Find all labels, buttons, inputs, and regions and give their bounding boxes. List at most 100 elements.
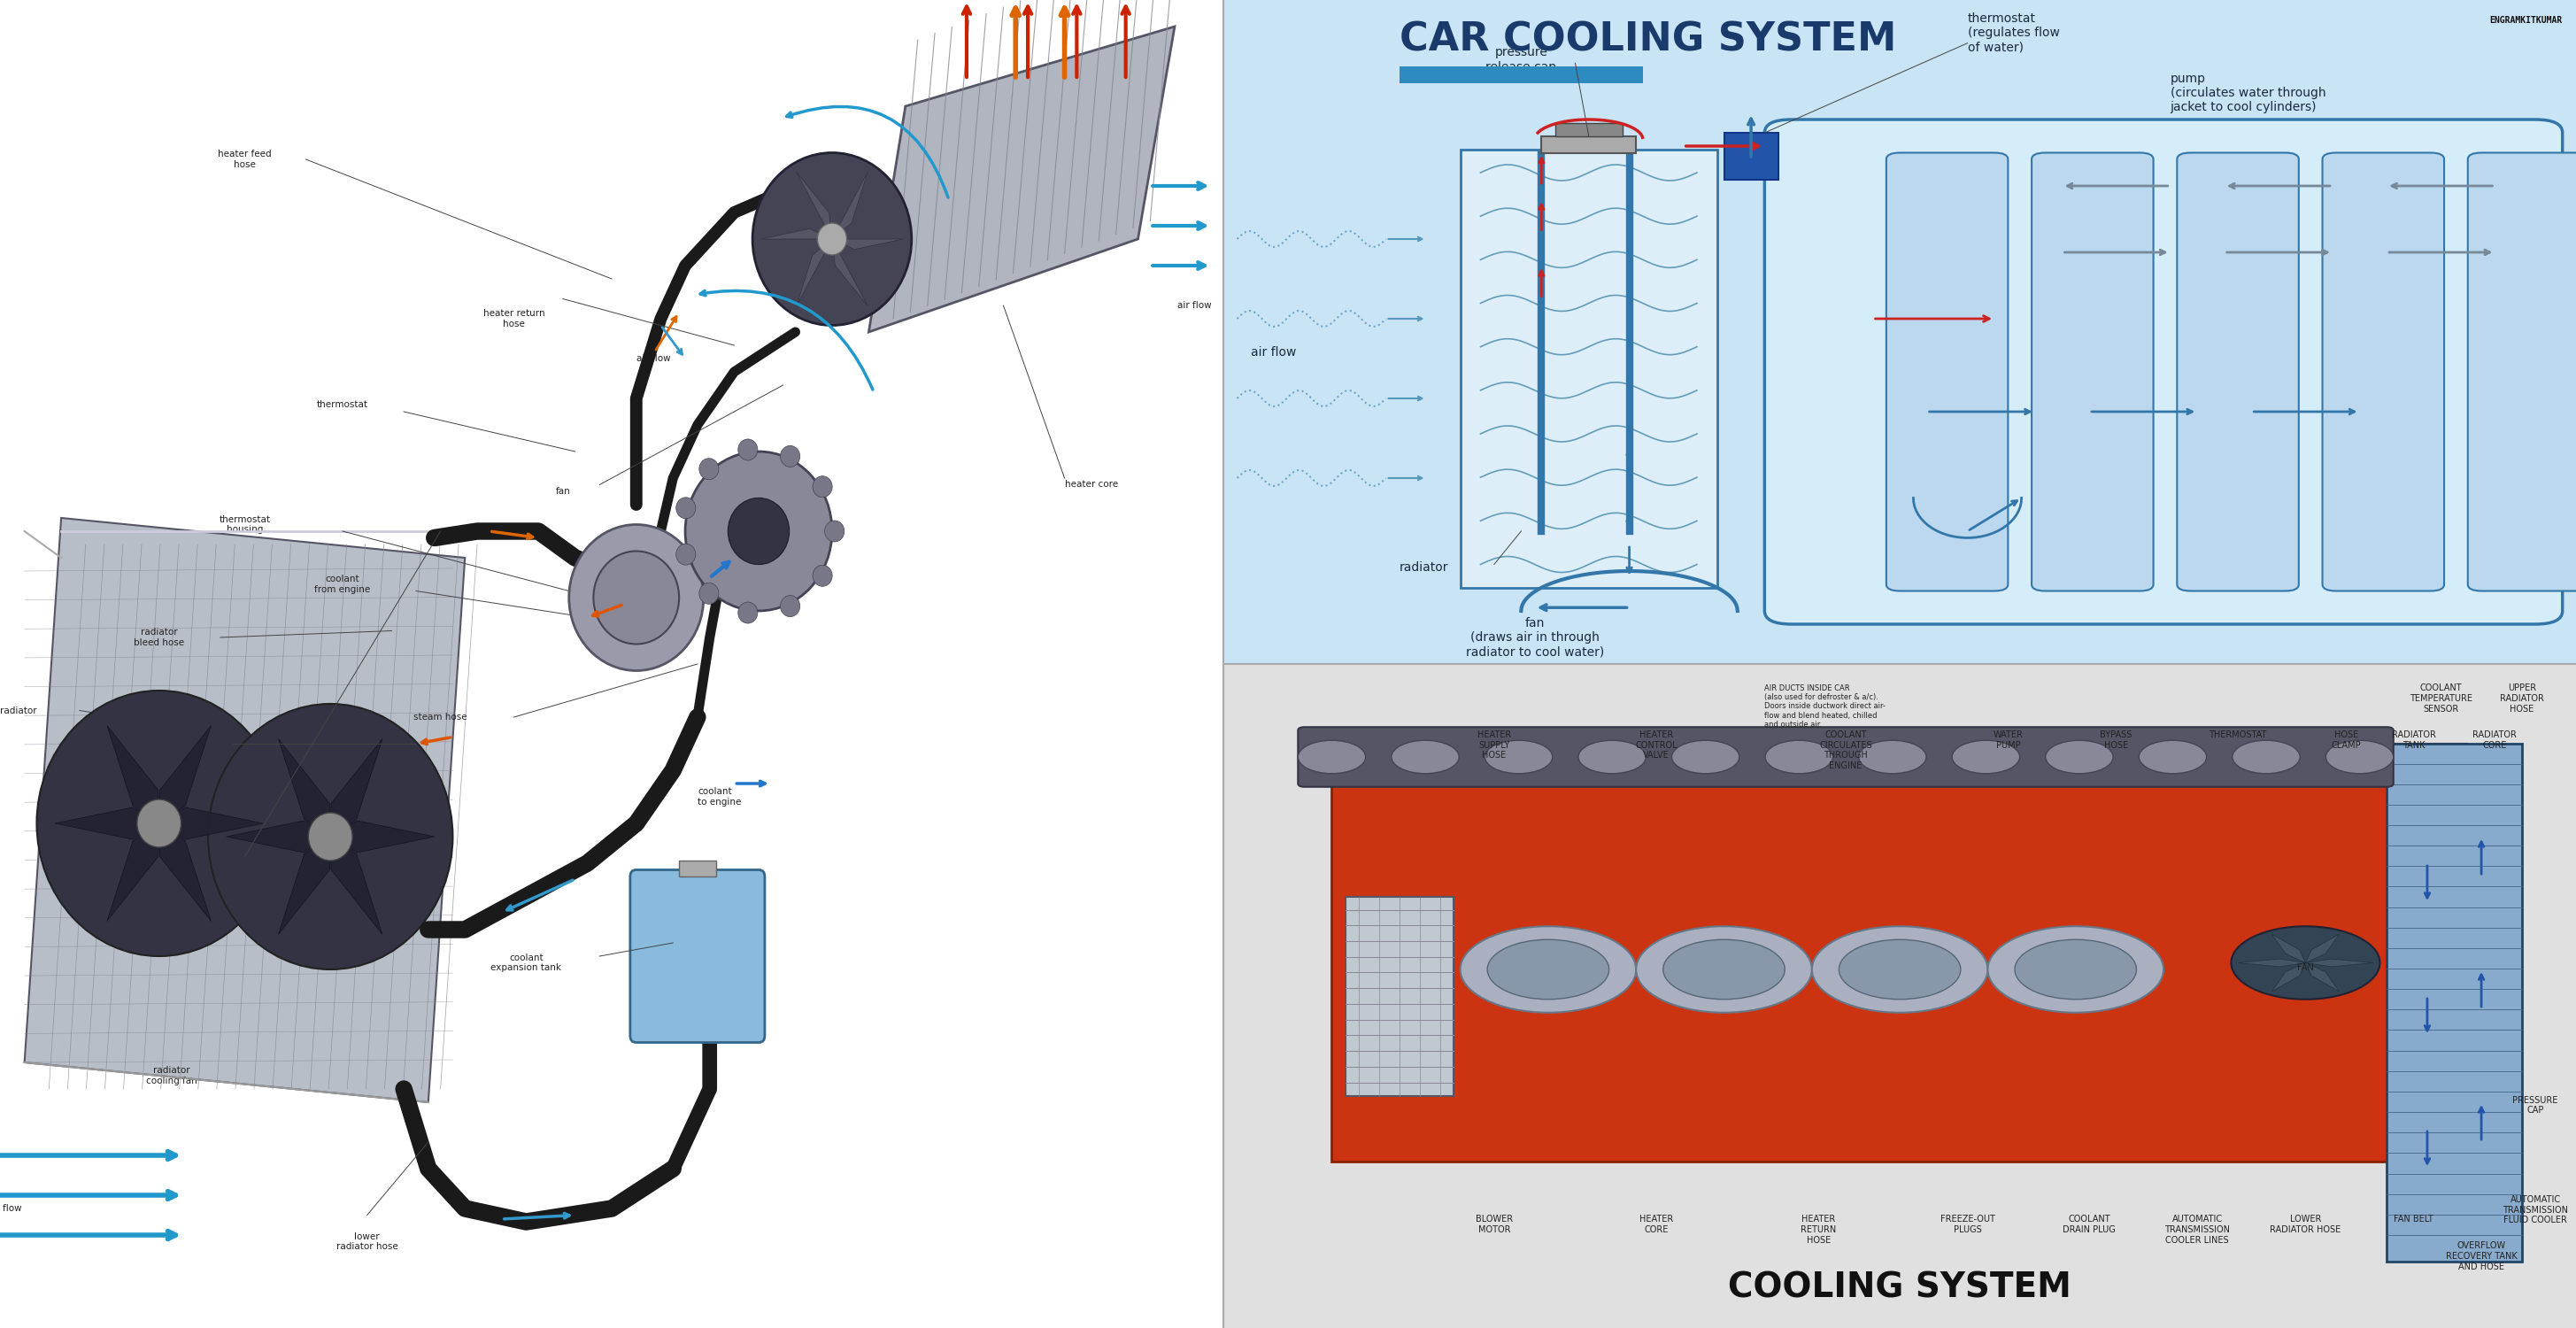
Text: LOWER
RADIATOR HOSE: LOWER RADIATOR HOSE (2269, 1215, 2342, 1234)
Polygon shape (832, 239, 904, 250)
Text: radiator
cooling fan: radiator cooling fan (147, 1066, 196, 1085)
Text: air flow: air flow (1252, 345, 1296, 359)
Bar (1399, 66, 1643, 82)
Polygon shape (796, 173, 832, 239)
Text: radiator: radiator (0, 706, 36, 714)
Polygon shape (2239, 959, 2306, 967)
Bar (1723, 133, 1777, 179)
FancyBboxPatch shape (1765, 120, 2563, 624)
Circle shape (1636, 927, 1811, 1012)
Circle shape (698, 458, 719, 479)
Text: lower
radiator hose: lower radiator hose (337, 1232, 397, 1251)
FancyBboxPatch shape (2177, 153, 2298, 591)
Text: coolant
from engine: coolant from engine (118, 734, 175, 753)
Polygon shape (26, 518, 466, 1102)
Circle shape (1664, 940, 1785, 999)
FancyBboxPatch shape (631, 870, 765, 1042)
Circle shape (1839, 940, 1960, 999)
Text: OVERFLOW
RECOVERY TANK
AND HOSE: OVERFLOW RECOVERY TANK AND HOSE (2445, 1242, 2517, 1271)
FancyBboxPatch shape (1461, 150, 1718, 587)
Text: coolant
from engine: coolant from engine (314, 575, 371, 594)
Text: fan: fan (556, 487, 569, 495)
Text: HEATER
CORE: HEATER CORE (1638, 1215, 1674, 1234)
Circle shape (811, 475, 832, 497)
FancyBboxPatch shape (1345, 896, 1453, 1096)
Bar (1556, 124, 1623, 137)
Circle shape (1765, 741, 1832, 773)
Circle shape (1579, 741, 1646, 773)
Text: waterpump: waterpump (623, 640, 677, 648)
Circle shape (569, 525, 703, 671)
FancyBboxPatch shape (1298, 728, 2393, 786)
Text: HEATER
RETURN
HOSE: HEATER RETURN HOSE (1801, 1215, 1837, 1244)
Circle shape (675, 543, 696, 564)
Text: BLOWER
MOTOR: BLOWER MOTOR (1476, 1215, 1512, 1234)
Text: heater feed
hose: heater feed hose (219, 150, 270, 169)
Circle shape (2233, 741, 2300, 773)
Text: COOLANT
DRAIN PLUG: COOLANT DRAIN PLUG (2063, 1215, 2115, 1234)
Circle shape (2138, 741, 2208, 773)
Polygon shape (278, 738, 330, 837)
Polygon shape (796, 239, 832, 305)
Text: radiator: radiator (1399, 562, 1448, 574)
Text: ENGRAMKITKUMAR: ENGRAMKITKUMAR (2488, 16, 2563, 24)
Circle shape (698, 583, 719, 604)
Text: COOLING SYSTEM: COOLING SYSTEM (1728, 1271, 2071, 1305)
FancyBboxPatch shape (2032, 153, 2154, 591)
Circle shape (1953, 741, 2020, 773)
Text: thermostat: thermostat (317, 401, 368, 409)
FancyBboxPatch shape (1886, 153, 2009, 591)
Polygon shape (108, 823, 160, 922)
Circle shape (2045, 741, 2112, 773)
Bar (680, 861, 716, 876)
Circle shape (729, 498, 788, 564)
Polygon shape (1332, 744, 2468, 784)
Text: fan
(draws air in through
radiator to cool water): fan (draws air in through radiator to co… (1466, 618, 1605, 657)
Polygon shape (2306, 934, 2339, 963)
Circle shape (2014, 940, 2136, 999)
Text: WATER
PUMP: WATER PUMP (1994, 730, 2022, 749)
Circle shape (781, 595, 801, 616)
Circle shape (36, 691, 281, 956)
Text: thermostat
(regulates flow
of water): thermostat (regulates flow of water) (1968, 13, 2058, 53)
Circle shape (1486, 940, 1610, 999)
Circle shape (739, 440, 757, 461)
Text: CAR COOLING SYSTEM: CAR COOLING SYSTEM (1399, 21, 1896, 58)
Circle shape (675, 498, 696, 519)
Polygon shape (2272, 934, 2306, 963)
Text: UPPER
RADIATOR
HOSE: UPPER RADIATOR HOSE (2499, 684, 2545, 713)
Text: coolant
to engine: coolant to engine (698, 788, 742, 806)
Text: coolant
expansion tank: coolant expansion tank (492, 954, 562, 972)
Polygon shape (330, 837, 381, 935)
Text: FAN BELT: FAN BELT (2393, 1215, 2434, 1224)
Text: heater return
hose: heater return hose (484, 309, 544, 328)
Circle shape (309, 813, 353, 861)
Text: upper
radiator hose: upper radiator hose (142, 847, 201, 866)
Text: FREEZE-OUT
PLUGS: FREEZE-OUT PLUGS (1940, 1215, 1994, 1234)
Circle shape (1298, 741, 1365, 773)
Polygon shape (330, 821, 435, 853)
Polygon shape (160, 725, 211, 823)
Bar (1540, 137, 1636, 153)
Polygon shape (160, 823, 211, 922)
Text: heater core: heater core (1064, 481, 1118, 489)
Text: pump
(circulates water through
jacket to cool cylinders): pump (circulates water through jacket to… (2172, 73, 2326, 113)
Text: thermostat
housing: thermostat housing (219, 515, 270, 534)
Circle shape (811, 566, 832, 587)
Text: air flow: air flow (636, 355, 670, 363)
Text: PRESSURE
CAP: PRESSURE CAP (2512, 1096, 2558, 1114)
Text: HEATER
CONTROL
VALVE: HEATER CONTROL VALVE (1636, 730, 1677, 760)
Text: pressure
release cap: pressure release cap (1486, 46, 1556, 73)
Polygon shape (832, 173, 868, 239)
Circle shape (2326, 741, 2393, 773)
Text: COOLANT
TEMPERATURE
SENSOR: COOLANT TEMPERATURE SENSOR (2409, 684, 2473, 713)
Circle shape (1461, 927, 1636, 1012)
Circle shape (817, 223, 848, 255)
Polygon shape (2306, 963, 2339, 992)
Polygon shape (2272, 963, 2306, 992)
Polygon shape (54, 807, 160, 839)
Polygon shape (227, 821, 330, 853)
Text: air flow: air flow (1177, 301, 1211, 309)
Text: steam hose: steam hose (415, 713, 466, 721)
Text: radiator
bleed hose: radiator bleed hose (134, 628, 185, 647)
